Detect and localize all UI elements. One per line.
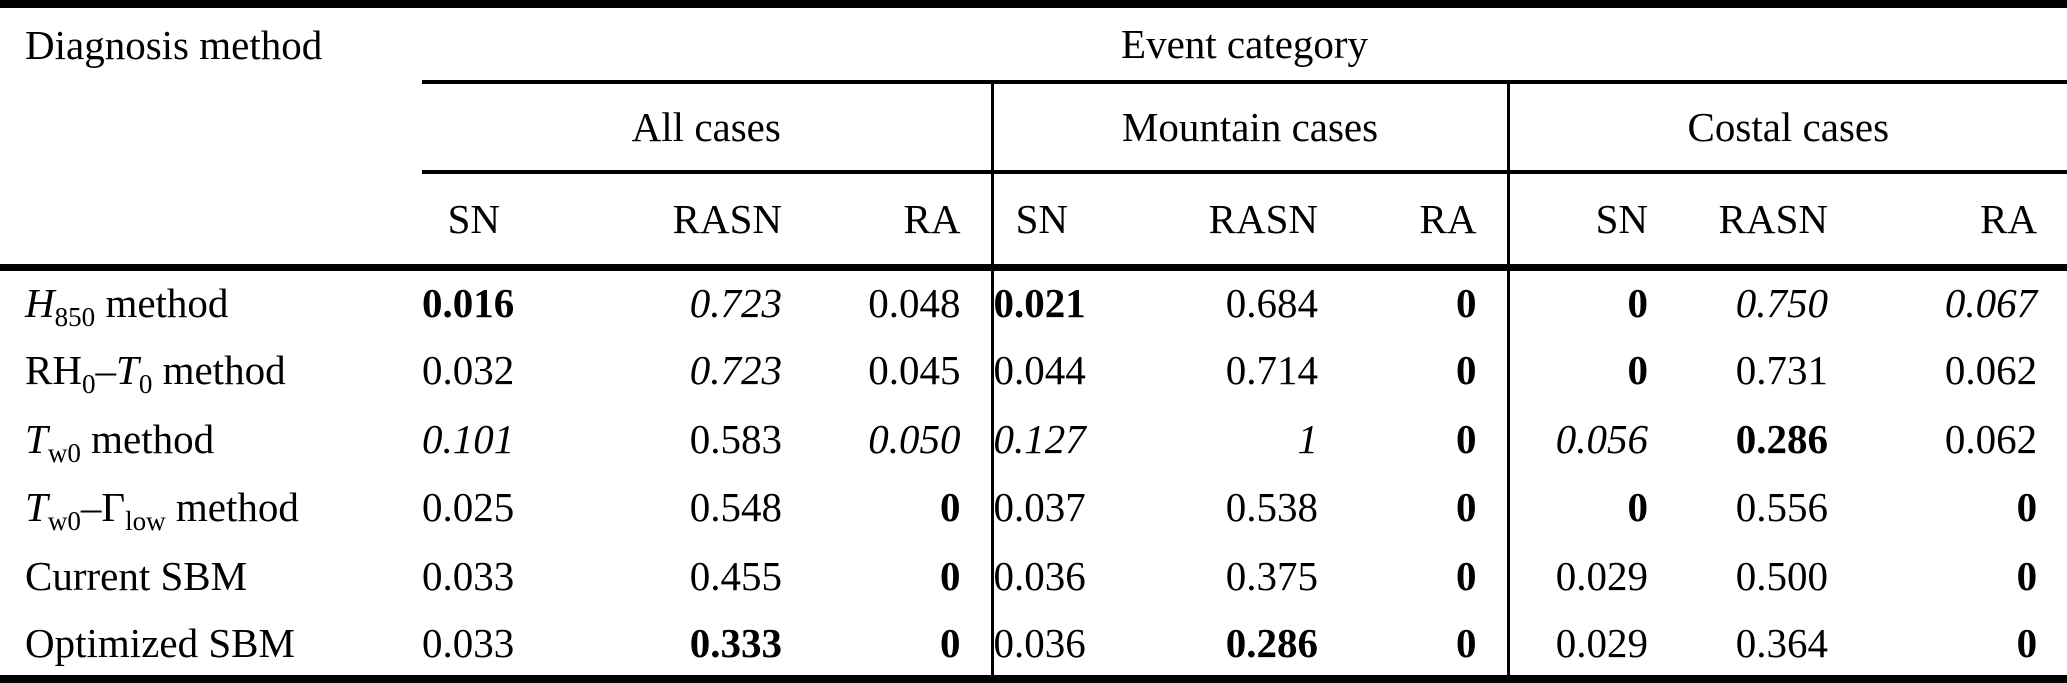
row-label: Tw0–Γlow method [25,484,299,537]
header-row-top: Diagnosis method Event category [0,4,2067,84]
table-row: H850 method 0.016 0.723 0.048 0.021 0.68… [0,267,2067,336]
table-cell: 0.050 [868,415,961,462]
table-cell: 0.556 [1735,484,1828,531]
header-row-groups: All cases Mountain cases Costal cases [0,82,2067,174]
table-cell: 0 [1456,280,1477,327]
row-label: Tw0 method [25,415,215,468]
spacer-cell [0,172,422,271]
table-cell: 0.036 [990,541,1098,611]
column-header-sn: SN [422,172,530,271]
table-cell: 0.032 [422,346,515,393]
spacer-cell [0,82,422,172]
table-cell: 0 [1456,552,1477,599]
table-cell: 0 [940,619,961,666]
column-header-rasn: RASN [530,172,812,271]
table-cell: 0.062 [1944,346,2038,393]
table-cell: 1 [1297,415,1319,462]
header-row-columns: SN RASN RA SN RASN RA SN RASN RA [0,172,2067,271]
table-cell: 0 [1456,415,1477,462]
table-cell: 0.548 [689,484,782,531]
table-row: Optimized SBM 0.033 0.333 0 0.036 0.286 … [0,610,2067,679]
table-cell: 0 [1456,619,1477,666]
table-cell: 0 [1506,472,1678,542]
column-header-sn: SN [990,172,1098,271]
table-cell: 0 [1456,346,1477,393]
table-cell: 0 [2016,619,2038,666]
column-header-rasn: RASN [1098,172,1348,271]
table-cell: 0 [940,484,961,531]
column-header-diagnosis-method: Diagnosis method [25,22,323,68]
table-row: Current SBM 0.033 0.455 0 0.036 0.375 0 … [0,541,2067,611]
table-cell: 0.684 [1225,280,1318,327]
table-cell: 0.029 [1506,541,1678,611]
row-label: Current SBM [25,552,248,599]
table-cell: 0.538 [1225,484,1318,531]
table-cell: 0.714 [1225,346,1318,393]
column-header-sn: SN [1506,172,1678,271]
column-header-rasn: RASN [1678,172,1858,271]
table-cell: 0 [1456,484,1477,531]
table-cell: 0.333 [689,619,782,666]
table-cell: 0.016 [422,280,515,327]
column-header-ra: RA [812,172,992,271]
table-cell: 0 [2016,484,2038,531]
table-cell: 0 [1506,335,1678,405]
table-cell: 0.036 [990,610,1098,679]
table-cell: 0.127 [990,404,1098,473]
table-cell: 0.025 [422,484,515,531]
table-row: RH0–T0 method 0.032 0.723 0.045 0.044 0.… [0,335,2067,405]
table-cell: 0.044 [990,335,1098,405]
table-cell: 0 [2016,552,2038,599]
table-cell: 0.286 [1735,415,1828,462]
table-cell: 0.364 [1735,619,1828,666]
table-cell: 0.750 [1735,280,1828,327]
column-group-header-event-category: Event category [422,4,2067,84]
table-cell: 0.037 [990,472,1098,542]
column-group-header-costal-cases: Costal cases [1506,82,2067,174]
table-cell: 0.101 [422,415,515,462]
table-cell: 0.033 [422,619,515,666]
table-cell: 0.045 [868,346,961,393]
table-cell: 0.029 [1506,610,1678,679]
column-header-ra: RA [1858,172,2067,271]
table-cell: 0.056 [1506,404,1678,473]
table-cell: 0.286 [1225,619,1318,666]
table-cell: 0.062 [1944,415,2038,462]
column-group-header-all-cases: All cases [422,82,992,174]
table-cell: 0.731 [1735,346,1828,393]
row-label: RH0–T0 method [25,346,286,400]
table-cell: 0.033 [422,552,515,599]
table-cell: 0 [1506,267,1678,336]
column-header-ra: RA [1348,172,1508,271]
table-cell: 0.500 [1735,552,1828,599]
table-cell: 0 [940,552,961,599]
table-cell: 0.067 [1944,280,2038,327]
table-cell: 0.583 [689,415,782,462]
table-cell: 0.048 [868,280,961,327]
column-group-header-mountain-cases: Mountain cases [990,82,1508,174]
table-cell: 0.723 [689,280,782,327]
row-label: Optimized SBM [25,619,295,666]
table-row: Tw0–Γlow method 0.025 0.548 0 0.037 0.53… [0,472,2067,542]
table-cell: 0.723 [689,346,782,393]
table-cell: 0.021 [990,267,1098,336]
row-label: H850 method [25,280,229,333]
table-cell: 0.375 [1225,552,1318,599]
table-row: Tw0 method 0.101 0.583 0.050 0.127 1 0 0… [0,404,2067,473]
table-cell: 0.455 [689,552,782,599]
